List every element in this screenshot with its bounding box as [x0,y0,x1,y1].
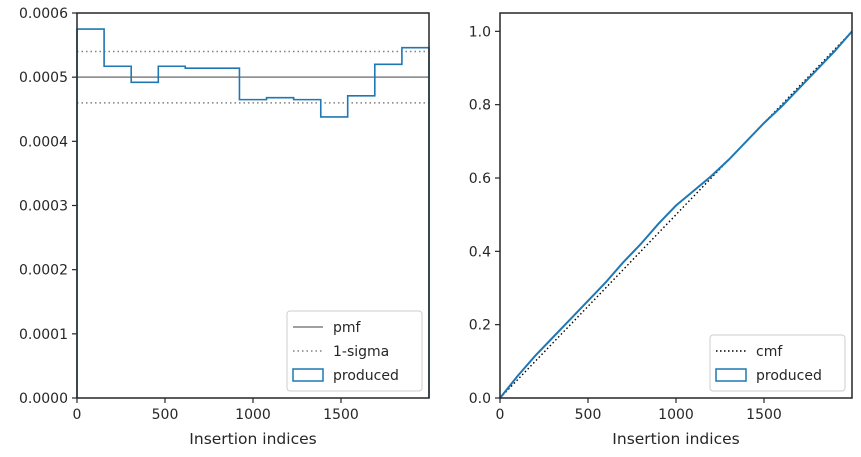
legend-handle-produced [292,368,324,382]
x-tick-label: 1000 [235,407,271,423]
legend-label-pmf: pmf [333,320,362,336]
y-tick-label: 0.8 [469,98,491,114]
legend-box [709,334,846,392]
x-tick-label: 1500 [323,407,359,423]
y-tick-label: 1.0 [469,24,491,40]
chart-left-histogram: 0 500 1000 1500 0.0000 0.0001 0.0002 0.0003 0.00… [19,6,430,448]
legend-label-produced: produced [756,368,822,384]
y-tick-label: 0.4 [469,244,491,260]
y-tick-label: 0.0006 [19,6,68,22]
x-tick-label: 500 [575,407,602,423]
y-tick-label: 0.0004 [19,134,68,150]
y-tick-label: 0.0 [469,391,491,407]
histogram-produced [76,28,430,398]
y-tick-label: 0.0001 [19,327,68,343]
x-tick-label: 1000 [658,407,694,423]
legend-label-produced: produced [333,368,399,384]
x-tick-label: 1500 [746,407,782,423]
x-tick-label: 0 [496,407,505,423]
y-tick-label: 0.2 [469,318,491,334]
x-axis-label: Insertion indices [612,430,739,448]
y-tick-label: 0.6 [469,171,491,187]
x-axis-label: Insertion indices [189,430,316,448]
x-tick-label: 0 [73,407,82,423]
y-tick-label: 0.0002 [19,263,68,279]
legend-handle-produced [715,368,747,382]
legend-box [286,310,423,392]
cmf-line [499,30,853,399]
legend-label-cmf: cmf [756,344,783,360]
x-tick-label: 500 [152,407,179,423]
y-tick-label: 0.0005 [19,70,68,86]
plot-frame [76,12,430,399]
chart-right-cumulative: 0 500 1000 1500 0.0 0.2 0.4 0.6 0.8 1.0 Insertion … [469,12,853,448]
plot-frame [499,12,853,399]
y-tick-label: 0.0003 [19,199,68,215]
produced-cumulative-line [499,30,853,399]
y-tick-label: 0.0000 [19,391,68,407]
legend-label-sigma: 1-sigma [333,344,389,360]
